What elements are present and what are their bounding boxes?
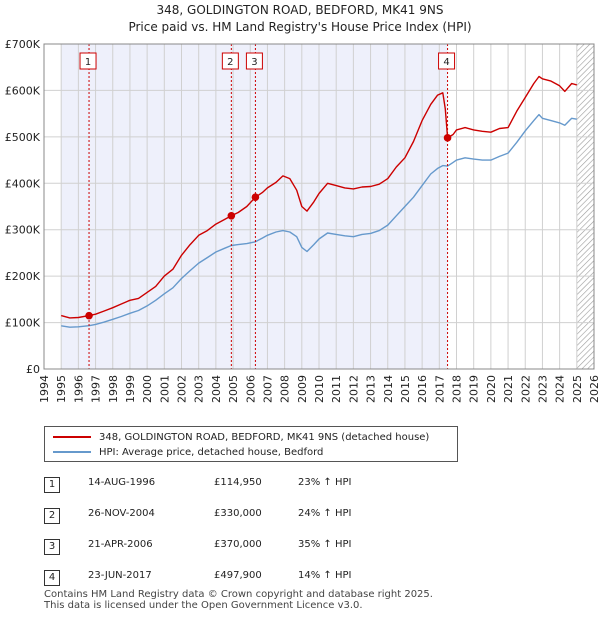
x-tick-label: 2003: [193, 375, 206, 403]
sale-hpi: 24% ↑ HPI: [298, 508, 352, 519]
x-tick-label: 2025: [571, 375, 584, 403]
series-line-hpi: [61, 113, 577, 328]
chart-title: 348, GOLDINGTON ROAD, BEDFORD, MK41 9NS: [157, 3, 444, 17]
y-tick-label: £300K: [5, 224, 41, 237]
sale-price: £370,000: [214, 539, 262, 550]
sale-point: [251, 193, 260, 202]
legend-swatch-property: [53, 436, 91, 438]
x-tick-label: 2013: [365, 375, 378, 403]
x-tick-label: 2023: [536, 375, 549, 403]
y-tick-label: £0: [26, 363, 40, 376]
x-tick-label: 2006: [244, 375, 257, 403]
x-tick-label: 2011: [330, 375, 343, 403]
x-tick-label: 2020: [485, 375, 498, 403]
sale-point: [227, 211, 236, 220]
sale-marker-label: 3: [251, 57, 257, 68]
sale-marker-box: [221, 52, 239, 70]
x-tick-label: 1997: [90, 375, 103, 403]
sale-row: 1 14-AUG-1996 £114,950 23% ↑ HPI: [44, 475, 464, 493]
x-tick-label: 2000: [141, 375, 154, 403]
sale-date: 26-NOV-2004: [88, 508, 155, 519]
sale-price: £330,000: [214, 508, 262, 519]
footer-attribution: Contains HM Land Registry data © Crown c…: [44, 589, 433, 611]
sale-marker-box: [79, 52, 97, 70]
sale-row: 3 21-APR-2006 £370,000 35% ↑ HPI: [44, 537, 464, 555]
sale-row: 4 23-JUN-2017 £497,900 14% ↑ HPI: [44, 568, 464, 586]
price-chart: 348, GOLDINGTON ROAD, BEDFORD, MK41 9NS …: [5, 3, 600, 403]
y-tick-label: £200K: [5, 270, 41, 283]
y-tick-label: £400K: [5, 177, 41, 190]
chart-legend: 348, GOLDINGTON ROAD, BEDFORD, MK41 9NS …: [44, 426, 458, 462]
x-tick-label: 2026: [588, 375, 600, 403]
x-tick-label: 1999: [124, 375, 137, 403]
x-tick-label: 2005: [227, 375, 240, 403]
sale-number: 4: [44, 570, 60, 586]
sale-number: 3: [44, 539, 60, 555]
x-tick-label: 1996: [72, 375, 85, 403]
sale-row: 2 26-NOV-2004 £330,000 24% ↑ HPI: [44, 506, 464, 524]
legend-label-property: 348, GOLDINGTON ROAD, BEDFORD, MK41 9NS …: [99, 431, 430, 443]
sale-price: £497,900: [214, 570, 262, 581]
x-tick-label: 2008: [279, 375, 292, 403]
sale-point: [443, 134, 452, 142]
footer-line-2: This data is licensed under the Open Gov…: [44, 600, 363, 611]
x-tick-label: 1994: [38, 375, 51, 403]
x-tick-label: 1998: [107, 375, 120, 403]
legend-entry-property: 348, GOLDINGTON ROAD, BEDFORD, MK41 9NS …: [53, 430, 429, 444]
sale-date: 14-AUG-1996: [88, 477, 156, 488]
x-tick-label: 2024: [554, 375, 567, 403]
x-tick-label: 2001: [158, 375, 171, 403]
y-tick-label: £600K: [5, 84, 41, 97]
x-tick-label: 2014: [382, 375, 395, 403]
x-tick-label: 2010: [313, 375, 326, 403]
x-tick-label: 2002: [176, 375, 189, 403]
sale-number: 1: [44, 477, 60, 493]
sale-marker-box: [245, 52, 263, 70]
x-tick-label: 1995: [55, 375, 68, 403]
x-tick-label: 2017: [433, 375, 446, 403]
x-tick-label: 2012: [347, 375, 360, 403]
y-tick-label: £500K: [5, 131, 41, 144]
x-tick-label: 2021: [502, 375, 515, 403]
legend-label-hpi: HPI: Average price, detached house, Bedf…: [99, 446, 324, 458]
sale-hpi: 14% ↑ HPI: [298, 570, 352, 581]
hatched-future-region: [576, 44, 594, 369]
plot-frame: [43, 43, 595, 370]
x-tick-label: 2015: [399, 375, 412, 403]
y-tick-label: £100K: [5, 317, 41, 330]
x-tick-label: 2016: [416, 375, 429, 403]
x-tick-label: 2018: [451, 375, 464, 403]
x-tick-label: 2004: [210, 375, 223, 403]
y-tick-label: £700K: [5, 38, 41, 51]
x-tick-label: 2009: [296, 375, 309, 403]
x-tick-label: 2022: [519, 375, 532, 403]
sale-point: [85, 311, 93, 320]
sale-marker-box: [438, 52, 456, 70]
sale-price: £114,950: [214, 477, 262, 488]
series-line-property: [61, 75, 577, 319]
shaded-period: [61, 44, 448, 369]
sale-hpi: 35% ↑ HPI: [298, 539, 352, 550]
sale-number: 2: [44, 508, 60, 524]
sale-hpi: 23% ↑ HPI: [298, 477, 352, 488]
x-tick-label: 2007: [261, 375, 274, 403]
legend-swatch-hpi: [53, 451, 91, 453]
footer-line-1: Contains HM Land Registry data © Crown c…: [44, 589, 433, 600]
legend-entry-hpi: HPI: Average price, detached house, Bedf…: [53, 445, 323, 459]
sale-marker-label: 2: [227, 57, 233, 68]
chart-subtitle: Price paid vs. HM Land Registry's House …: [128, 20, 471, 34]
sale-marker-label: 4: [443, 57, 449, 68]
sale-date: 23-JUN-2017: [88, 570, 152, 581]
sale-date: 21-APR-2006: [88, 539, 153, 550]
x-tick-label: 2019: [468, 375, 481, 403]
sale-marker-label: 1: [85, 57, 91, 68]
